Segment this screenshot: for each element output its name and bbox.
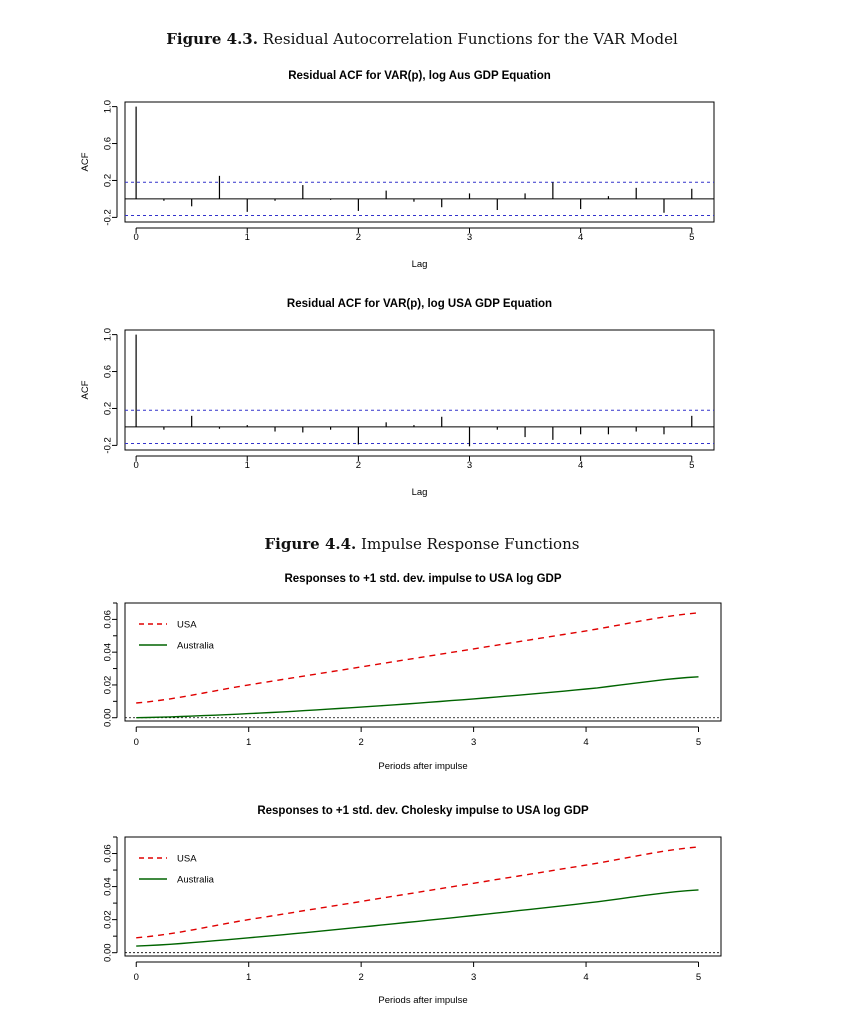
chart-title: Responses to +1 std. dev. Cholesky impul…: [257, 805, 589, 817]
y-tick-label: 1.0: [102, 328, 113, 341]
x-tick-label: 5: [689, 232, 694, 243]
x-tick-label: 4: [578, 460, 583, 471]
y-tick-label: -0.2: [102, 437, 113, 453]
acf-usa-chart: Residual ACF for VAR(p), log USA GDP Equ…: [80, 298, 715, 498]
y-tick-label: 0.02: [102, 676, 113, 695]
x-tick-label: 0: [133, 232, 138, 243]
y-tick-label: 0.02: [102, 910, 113, 929]
x-tick-label: 4: [583, 737, 588, 748]
series-line-australia: [136, 676, 699, 719]
x-axis-label: Lag: [412, 259, 428, 270]
x-tick-label: 3: [471, 737, 476, 748]
x-tick-label: 5: [689, 460, 694, 471]
irf-impulse-chart: Responses to +1 std. dev. impulse to USA…: [102, 573, 722, 772]
x-tick-label: 1: [245, 460, 250, 471]
y-tick-label: -0.2: [102, 209, 113, 225]
x-axis-label: Periods after impulse: [378, 995, 467, 1006]
x-tick-label: 0: [133, 460, 138, 471]
series-line-usa: [136, 846, 699, 939]
plot-frame: [124, 602, 722, 722]
y-tick-label: 0.6: [102, 137, 113, 150]
figure-4-4-title: Impulse Response Functions: [361, 535, 580, 553]
x-tick-label: 1: [246, 737, 251, 748]
y-tick-label: 0.2: [102, 402, 113, 415]
y-tick-label: 0.04: [102, 643, 113, 662]
x-tick-label: 2: [356, 460, 361, 471]
y-tick-label: 0.2: [102, 174, 113, 187]
y-axis-label: ACF: [80, 380, 91, 399]
plot-frame: [124, 329, 715, 451]
legend-label: Australia: [177, 875, 215, 886]
x-tick-label: 3: [467, 232, 472, 243]
x-tick-label: 2: [356, 232, 361, 243]
chart-title: Responses to +1 std. dev. impulse to USA…: [284, 573, 561, 585]
figure-4-3-caption: Figure 4.3. Residual Autocorrelation Fun…: [0, 30, 844, 48]
x-axis-label: Periods after impulse: [378, 761, 467, 772]
x-tick-label: 0: [134, 737, 139, 748]
y-tick-label: 0.00: [102, 943, 113, 962]
y-tick-label: 0.06: [102, 610, 113, 629]
y-tick-label: 1.0: [102, 100, 113, 113]
figure-4-3-number: Figure 4.3.: [166, 30, 258, 48]
x-tick-label: 1: [245, 232, 250, 243]
x-tick-label: 1: [246, 972, 251, 983]
y-tick-label: 0.00: [102, 708, 113, 727]
x-tick-label: 3: [471, 972, 476, 983]
irf-cholesky-chart: Responses to +1 std. dev. Cholesky impul…: [102, 805, 722, 1006]
x-tick-label: 4: [578, 232, 583, 243]
x-tick-label: 4: [583, 972, 588, 983]
plot-frame: [124, 101, 715, 223]
y-tick-label: 0.6: [102, 365, 113, 378]
x-axis-label: Lag: [412, 487, 428, 498]
series-line-australia: [136, 889, 699, 947]
x-tick-label: 5: [696, 737, 701, 748]
x-tick-label: 2: [359, 972, 364, 983]
x-tick-label: 3: [467, 460, 472, 471]
legend-label: USA: [177, 854, 197, 865]
y-tick-label: 0.06: [102, 844, 113, 863]
x-tick-label: 0: [134, 972, 139, 983]
x-tick-label: 5: [696, 972, 701, 983]
figure-4-4-number: Figure 4.4.: [264, 535, 357, 553]
plot-frame: [124, 836, 722, 957]
series-line-usa: [136, 612, 699, 704]
y-axis-label: ACF: [80, 152, 91, 171]
legend-label: USA: [177, 620, 197, 631]
legend-label: Australia: [177, 641, 215, 652]
x-tick-label: 2: [359, 737, 364, 748]
chart-title: Residual ACF for VAR(p), log Aus GDP Equ…: [288, 70, 551, 82]
y-tick-label: 0.04: [102, 877, 113, 896]
figure-4-4-caption: Figure 4.4. Impulse Response Functions: [0, 535, 844, 553]
chart-title: Residual ACF for VAR(p), log USA GDP Equ…: [287, 298, 552, 310]
acf-aus-chart: Residual ACF for VAR(p), log Aus GDP Equ…: [80, 70, 715, 270]
figure-4-3-title: Residual Autocorrelation Functions for t…: [262, 30, 678, 48]
